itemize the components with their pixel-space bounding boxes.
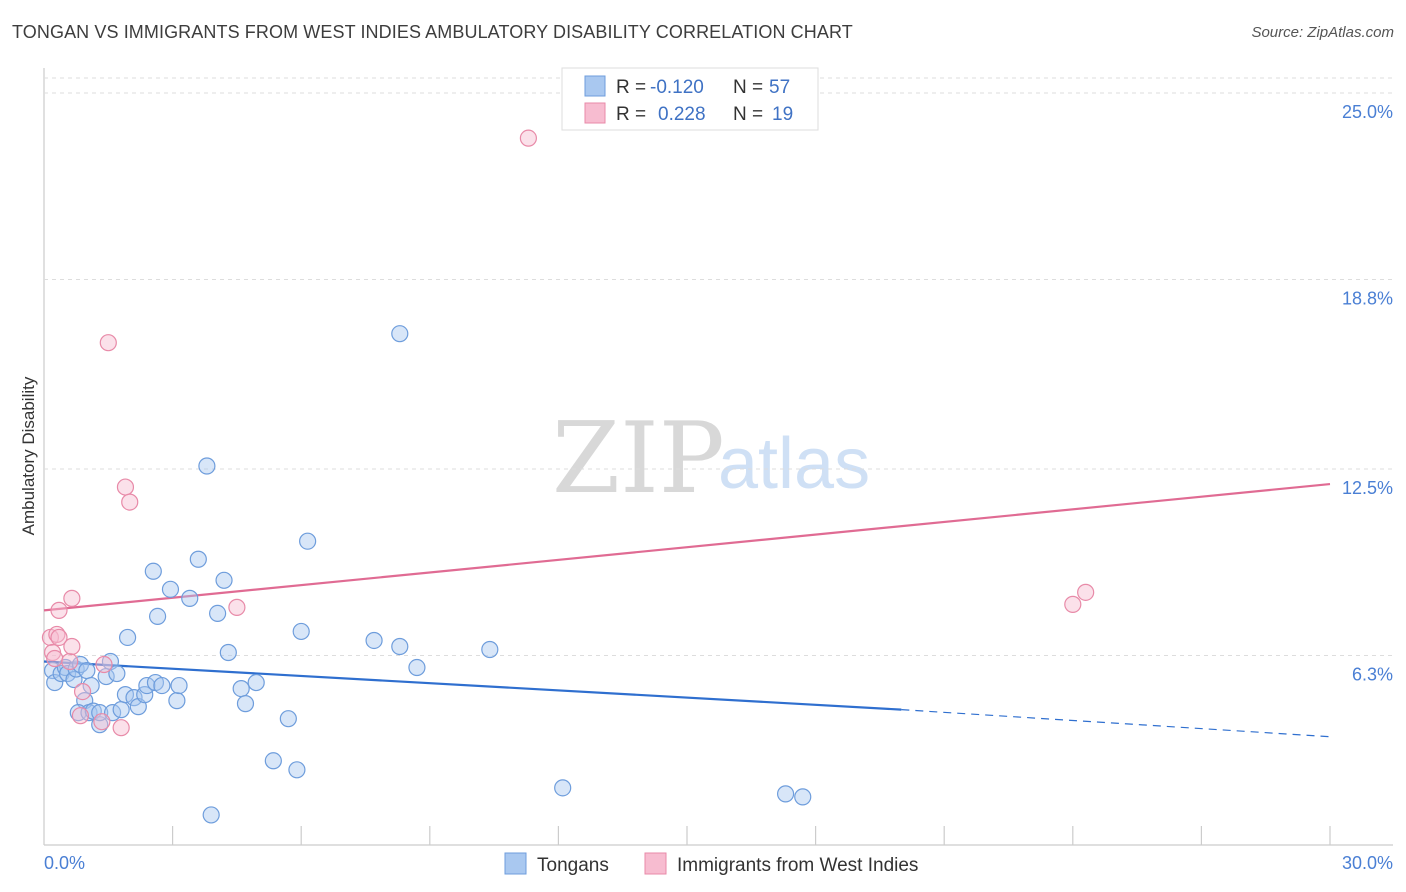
data-points	[41, 129, 1095, 824]
tongans-point	[247, 673, 265, 692]
tongans-point	[170, 676, 188, 695]
tongans-point	[209, 604, 227, 622]
legend-n-value-west-indies: 19	[772, 104, 793, 125]
correlation-legend: R = -0.120 N = 57 R = 0.228 N = 19	[561, 67, 819, 131]
bottom-legend-label-west-indies: Immigrants from West Indies	[677, 855, 918, 876]
west-indies-point	[1064, 595, 1082, 613]
west-indies-point	[63, 589, 81, 607]
tongans-point	[365, 631, 383, 650]
tongans-point	[65, 670, 83, 689]
west-indies-point	[63, 637, 81, 656]
tongans-point	[168, 692, 186, 710]
tongans-point	[108, 664, 126, 683]
tongans-point	[232, 679, 250, 698]
tongans-point	[219, 643, 237, 662]
tongans-point	[215, 571, 233, 589]
west-indies-point	[50, 628, 68, 647]
tongans-point	[236, 695, 255, 713]
west-indies-point	[73, 682, 92, 701]
watermark-atlas: atlas	[718, 424, 870, 504]
west-indies-point	[116, 478, 135, 496]
tongans-point	[288, 761, 306, 779]
tongans-point	[776, 785, 795, 803]
trend-line-extension-0	[901, 709, 1331, 738]
west-indies-point	[48, 625, 66, 644]
y-axis-label: Ambulatory Disability	[19, 376, 38, 535]
tongans-point	[554, 779, 572, 797]
legend-n-value-tongans: 57	[769, 77, 790, 98]
legend-swatch-west-indies	[584, 102, 606, 124]
x-tick-label-min: 0.0%	[44, 853, 85, 873]
tongans-point	[299, 532, 317, 550]
tongans-point	[118, 628, 137, 647]
bottom-legend-swatch-tongans	[504, 852, 527, 875]
legend-r-label: R =	[616, 77, 646, 98]
tongans-point	[125, 689, 143, 707]
tongans-point	[91, 716, 109, 734]
tongans-point	[153, 676, 171, 695]
trend-line-0	[43, 660, 902, 711]
bottom-legend-label-tongans: Tongans	[537, 855, 609, 876]
tongans-point	[46, 673, 64, 692]
west-indies-point	[112, 719, 130, 737]
x-axis-ticks	[172, 826, 1331, 845]
tongans-point	[71, 655, 90, 674]
west-indies-point	[519, 129, 537, 147]
legend-swatch-tongans	[584, 75, 606, 97]
legend-r-label: R =	[616, 104, 646, 125]
west-indies-point	[46, 649, 64, 668]
tongans-point	[481, 640, 499, 659]
grid-lines	[44, 77, 1393, 657]
trend-lines	[43, 482, 1331, 738]
tongans-point	[264, 752, 282, 770]
legend-n-label: N =	[733, 77, 763, 98]
tongans-point	[391, 637, 409, 656]
x-tick-label-max: 30.0%	[1342, 853, 1393, 873]
chart-title: TONGAN VS IMMIGRANTS FROM WEST INDIES AM…	[12, 22, 853, 42]
tongans-point	[82, 676, 100, 695]
tongans-point	[408, 658, 426, 677]
source-credit: Source: ZipAtlas.com	[1251, 24, 1394, 41]
series-legend: Tongans Immigrants from West Indies	[504, 852, 918, 876]
tongans-point	[198, 457, 216, 475]
y-tick-label: 18.8%	[1342, 289, 1393, 309]
tongans-point	[794, 788, 812, 806]
tongans-point	[279, 710, 297, 728]
tongans-point	[112, 701, 130, 719]
bottom-legend-swatch-west-indies	[644, 852, 667, 875]
west-indies-point	[61, 652, 79, 671]
west-indies-point	[1077, 583, 1095, 601]
tongans-point	[189, 550, 207, 568]
legend-r-value-west-indies: 0.228	[658, 104, 706, 125]
tongans-point	[181, 589, 199, 607]
watermark-zip: ZIP	[552, 402, 725, 516]
tongans-point	[78, 661, 96, 680]
y-tick-label: 12.5%	[1342, 478, 1393, 498]
y-tick-label: 25.0%	[1342, 102, 1393, 122]
west-indies-point	[95, 655, 113, 674]
west-indies-point	[93, 713, 111, 731]
west-indies-point	[228, 598, 246, 616]
west-indies-point	[71, 707, 90, 725]
tongans-point	[391, 325, 409, 343]
tongans-point	[202, 806, 220, 824]
legend-r-value-tongans: -0.120	[650, 77, 704, 98]
trend-line-1	[43, 482, 1331, 612]
tongans-point	[144, 562, 162, 580]
y-tick-label: 6.3%	[1352, 665, 1393, 685]
west-indies-point	[50, 601, 68, 619]
west-indies-point	[121, 493, 139, 511]
tongans-point	[148, 607, 167, 626]
y-axis-tick-labels: 6.3% 12.5% 18.8% 25.0%	[1342, 102, 1393, 684]
west-indies-point	[99, 334, 117, 352]
legend-n-label: N =	[733, 104, 763, 125]
tongans-point	[161, 580, 180, 598]
tongans-point	[292, 622, 310, 641]
